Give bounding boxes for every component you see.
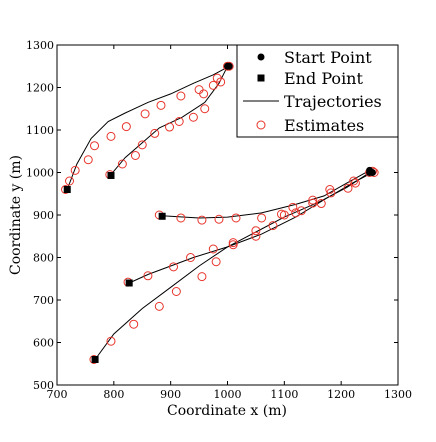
estimate-point [343,183,353,193]
end-point [107,171,115,179]
estimate-point [154,301,164,311]
estimate-point [200,104,210,114]
y-tick-label: 1100 [26,124,54,137]
estimate-point [106,336,116,346]
estimate-point [176,213,186,223]
estimate-point [257,213,267,223]
estimate-point [83,155,93,165]
y-tick-label: 800 [33,252,54,265]
legend-trajectory-label: Trajectories [284,92,382,111]
y-axis-label: Coordinate y (m) [8,155,24,275]
y-tick-label: 600 [33,337,54,350]
estimate-point [199,89,209,99]
estimate-point [316,199,326,209]
estimate-point [150,128,160,138]
y-tick-label: 1300 [26,39,54,52]
y-tick-label: 500 [33,379,54,392]
estimate-point [188,112,198,122]
end-point [125,279,133,287]
estimate-point [216,77,226,87]
start-point [224,62,231,70]
x-axis-label: Coordinate x (m) [167,403,287,419]
end-point [63,186,71,193]
trajectory-line-3 [162,169,370,219]
trajectory-line-1 [66,65,230,190]
estimate-point [288,202,298,212]
estimate-point [169,262,179,272]
estimate-point [70,165,80,175]
estimate-point [326,188,336,198]
y-tick-label: 1200 [26,82,54,95]
y-tick-label: 1000 [26,167,54,180]
estimate-point [208,80,218,90]
y-tick-label: 700 [33,294,54,307]
estimate-point [251,226,261,236]
estimate-point [106,131,116,141]
estimate-point [214,214,224,224]
trajectory-line-5 [94,172,370,360]
estimate-point [251,231,261,241]
x-tick-label: 1000 [214,388,242,401]
y-tick-label: 900 [33,209,54,222]
estimate-point [228,240,238,250]
estimate-point [165,122,175,132]
estimate-point [121,122,131,132]
estimate-point [140,109,150,119]
estimate-point [231,213,241,223]
legend-end-marker [257,74,265,82]
legend-estimate-label: Estimates [284,116,364,135]
estimate-point [186,253,196,262]
start-point [366,169,374,176]
estimate-point [197,215,207,225]
estimate-point [129,319,139,329]
estimate-point [308,195,318,205]
legend-start-marker [257,53,265,61]
estimate-point [117,159,127,169]
estimate-point [296,206,306,216]
estimate-point [350,178,360,188]
estimate-point [137,140,147,150]
legend-end-label: End Point [284,69,363,88]
estimate-point [174,117,184,126]
x-tick-label: 1200 [327,388,355,401]
x-tick-label: 800 [103,388,124,401]
legend: Start Point End Point Trajectories Estim… [236,44,399,138]
estimate-point [349,176,359,186]
estimate-point [228,238,238,248]
estimate-point [171,287,181,296]
estimate-point [143,271,153,281]
estimate-point [291,208,301,218]
estimate-point [156,100,166,110]
x-tick-label: 900 [160,388,181,401]
estimate-point [211,257,221,267]
x-tick-label: 700 [47,388,68,401]
legend-estimate-marker [256,120,266,130]
estimate-point [90,141,100,151]
estimate-point [308,198,318,208]
legend-start-label: Start Point [284,48,372,67]
estimate-point [279,210,289,220]
trajectory-line-2 [110,66,228,175]
estimate-point [197,272,207,282]
x-tick-label: 1100 [270,388,298,401]
end-point [91,356,99,363]
estimate-point [208,244,218,254]
x-tick-label: 1300 [384,388,412,401]
estimate-point [268,221,278,231]
end-point [158,212,166,220]
estimate-point [130,151,140,160]
estimate-point [176,91,186,101]
estimate-point [65,176,75,186]
